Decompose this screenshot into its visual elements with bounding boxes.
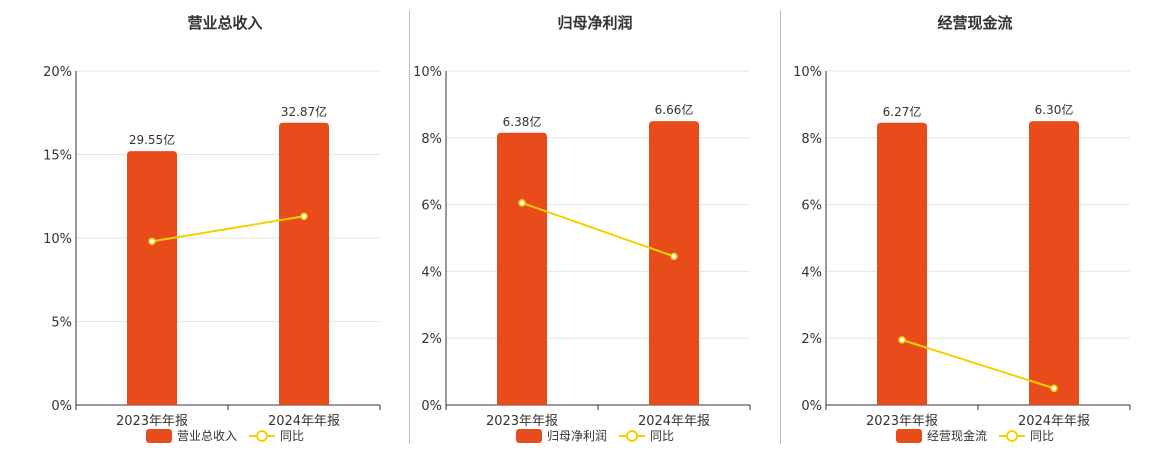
- bar-value-label: 6.27亿: [883, 104, 922, 119]
- chart-svg-revenue: 0% 5% 10% 15% 20% 29.55亿 2023年年报 32.87亿 2024年年报: [43, 65, 381, 429]
- y-tick-label: 6%: [421, 199, 442, 214]
- yoy-point: [898, 336, 906, 344]
- legend-line-label: 同比: [650, 429, 675, 443]
- legend-line-label: 同比: [1030, 429, 1055, 443]
- x-tick-label: 2024年年报: [1018, 414, 1090, 429]
- yoy-point: [1050, 384, 1058, 393]
- y-tick-label: 0%: [421, 399, 442, 414]
- y-tick-label: 10%: [413, 65, 442, 80]
- y-tick-label: 8%: [801, 132, 822, 147]
- bar-value-label: 6.38亿: [503, 114, 542, 129]
- y-tick-label: 2%: [801, 332, 822, 347]
- yoy-point: [300, 212, 308, 221]
- legend-line-swatch: [999, 429, 1025, 443]
- legend: 归母净利润 同比: [410, 427, 780, 444]
- legend-bar-swatch: [895, 428, 922, 443]
- bar: [279, 122, 329, 406]
- y-tick-label: 0%: [51, 399, 72, 414]
- bar-value-label: 32.87亿: [281, 104, 327, 119]
- x-tick-label: 2024年年报: [268, 414, 340, 429]
- legend-bar-label: 营业总收入: [176, 429, 237, 443]
- chart-title: 经营现金流: [937, 14, 1013, 32]
- legend-line-swatch: [619, 429, 645, 443]
- bar: [649, 121, 699, 405]
- y-tick-label: 2%: [421, 332, 442, 347]
- panel-divider: [409, 10, 410, 444]
- y-tick-label: 15%: [43, 149, 72, 164]
- yoy-point: [148, 237, 156, 246]
- legend-bar-swatch: [145, 428, 172, 443]
- chart-title: 营业总收入: [187, 14, 263, 32]
- y-tick-label: 10%: [43, 232, 72, 247]
- bar-value-label: 29.55亿: [129, 132, 175, 147]
- x-tick-label: 2023年年报: [866, 414, 938, 429]
- yoy-line: [901, 338, 1055, 390]
- bar-value-label: 6.66亿: [655, 102, 694, 117]
- x-tick-label: 2023年年报: [486, 414, 558, 429]
- legend-line-label: 同比: [280, 429, 305, 443]
- chart-title: 归母净利润: [557, 14, 633, 32]
- bar-value-label: 6.30亿: [1035, 102, 1074, 117]
- y-tick-label: 10%: [793, 65, 822, 80]
- legend: 经营现金流 同比: [790, 427, 1160, 444]
- chart-panel-cash-flow: 经营现金流 0% 2% 4% 6% 8% 10% 6.27亿 2023年年报 6.30亿 2024…: [790, 0, 1160, 450]
- x-tick-label: 2024年年报: [638, 414, 710, 429]
- legend-bar-label: 归母净利润: [546, 429, 607, 443]
- y-tick-label: 4%: [801, 265, 822, 280]
- y-tick-label: 5%: [51, 316, 72, 331]
- y-tick-label: 4%: [421, 265, 442, 280]
- panel-divider: [780, 10, 781, 444]
- chart-panel-net-profit: 归母净利润 0% 2% 4% 6% 8% 10% 6.38亿 2023年年报 6.66亿 2024…: [410, 0, 780, 450]
- x-tick-label: 2023年年报: [116, 414, 188, 429]
- chart-panel-revenue: 营业总收入 0% 5% 10% 15% 20% 29.55亿 2023年年报 32.87亿 20…: [40, 0, 410, 450]
- legend: 营业总收入 同比: [40, 427, 410, 444]
- yoy-point: [518, 199, 526, 207]
- yoy-point: [670, 252, 678, 261]
- legend-line-swatch: [249, 429, 275, 443]
- y-tick-label: 8%: [421, 132, 442, 147]
- bar: [1029, 121, 1079, 405]
- y-tick-label: 20%: [43, 65, 72, 80]
- yoy-line: [151, 215, 305, 243]
- chart-svg-cash-flow: 0% 2% 4% 6% 8% 10% 6.27亿 2023年年报 6.30亿 2024年年报: [793, 65, 1131, 429]
- y-tick-label: 6%: [801, 199, 822, 214]
- y-tick-label: 0%: [801, 399, 822, 414]
- bar: [877, 122, 927, 406]
- bar: [497, 132, 547, 406]
- legend-bar-label: 经营现金流: [926, 429, 987, 443]
- chart-svg-net-profit: 0% 2% 4% 6% 8% 10% 6.38亿 2023年年报 6.66亿 2024年年报: [413, 65, 751, 429]
- legend-bar-swatch: [515, 428, 542, 443]
- bar: [127, 151, 177, 405]
- yoy-line: [521, 201, 675, 258]
